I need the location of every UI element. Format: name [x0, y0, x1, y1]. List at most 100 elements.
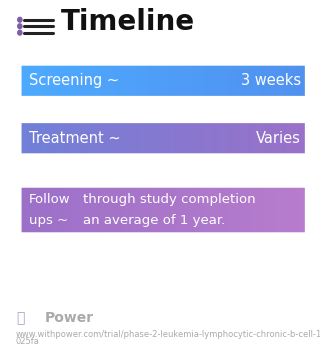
Bar: [61, 182, 63, 238]
Bar: [273, 60, 275, 102]
Bar: [22, 182, 24, 238]
Bar: [87, 182, 89, 238]
Bar: [159, 118, 161, 159]
Bar: [47, 118, 49, 159]
Bar: [234, 118, 236, 159]
Bar: [171, 60, 173, 102]
Bar: [18, 182, 20, 238]
Bar: [191, 60, 193, 102]
Bar: [126, 118, 128, 159]
Text: Ⓟ: Ⓟ: [16, 311, 24, 325]
Bar: [255, 182, 257, 238]
Bar: [198, 182, 201, 238]
Bar: [18, 118, 20, 159]
Bar: [140, 60, 142, 102]
Bar: [120, 182, 122, 238]
Bar: [169, 118, 171, 159]
Bar: [206, 182, 208, 238]
Bar: [59, 118, 61, 159]
Bar: [187, 60, 189, 102]
Bar: [273, 118, 275, 159]
Bar: [287, 118, 289, 159]
Bar: [299, 118, 300, 159]
Bar: [153, 182, 155, 238]
Bar: [236, 118, 238, 159]
Bar: [181, 118, 183, 159]
Bar: [37, 182, 40, 238]
Text: Treatment ~: Treatment ~: [29, 131, 120, 146]
Bar: [138, 182, 140, 238]
Bar: [255, 60, 257, 102]
Bar: [73, 60, 75, 102]
Bar: [222, 182, 224, 238]
Bar: [49, 182, 51, 238]
Bar: [216, 118, 218, 159]
Bar: [134, 60, 136, 102]
Bar: [77, 118, 79, 159]
Bar: [108, 60, 110, 102]
Bar: [218, 182, 220, 238]
Bar: [283, 182, 285, 238]
Bar: [149, 182, 151, 238]
Bar: [261, 118, 263, 159]
Bar: [214, 182, 216, 238]
Bar: [275, 182, 277, 238]
Bar: [226, 118, 228, 159]
Bar: [263, 118, 265, 159]
Bar: [45, 118, 47, 159]
Bar: [153, 60, 155, 102]
Bar: [171, 182, 173, 238]
Text: ups ~: ups ~: [29, 214, 68, 227]
Bar: [112, 118, 114, 159]
Bar: [118, 118, 120, 159]
Bar: [42, 118, 44, 159]
Bar: [234, 60, 236, 102]
Bar: [146, 118, 148, 159]
Bar: [250, 60, 252, 102]
Bar: [99, 118, 100, 159]
Text: Screening ~: Screening ~: [29, 73, 119, 88]
Bar: [122, 60, 124, 102]
Bar: [26, 118, 28, 159]
Bar: [91, 60, 92, 102]
Bar: [37, 118, 40, 159]
Bar: [212, 118, 214, 159]
Bar: [226, 60, 228, 102]
Bar: [142, 60, 144, 102]
Bar: [96, 60, 99, 102]
Bar: [128, 60, 130, 102]
Circle shape: [18, 24, 22, 29]
Bar: [28, 182, 30, 238]
Bar: [26, 182, 28, 238]
Bar: [165, 60, 167, 102]
Bar: [214, 118, 216, 159]
Bar: [67, 60, 69, 102]
Bar: [281, 182, 283, 238]
Bar: [273, 182, 275, 238]
Text: Follow: Follow: [29, 193, 70, 206]
Bar: [61, 60, 63, 102]
Bar: [230, 60, 232, 102]
Bar: [208, 182, 210, 238]
Bar: [302, 118, 305, 159]
Circle shape: [18, 30, 22, 35]
Bar: [260, 182, 261, 238]
Text: 025fa: 025fa: [16, 337, 40, 346]
Bar: [81, 60, 83, 102]
Bar: [30, 60, 32, 102]
Bar: [112, 60, 114, 102]
Bar: [36, 60, 37, 102]
Bar: [244, 118, 246, 159]
Bar: [285, 118, 287, 159]
Bar: [30, 118, 32, 159]
Bar: [222, 118, 224, 159]
Bar: [136, 182, 138, 238]
Bar: [195, 182, 196, 238]
Bar: [236, 182, 238, 238]
Bar: [53, 118, 55, 159]
Bar: [177, 182, 179, 238]
Bar: [165, 182, 167, 238]
Bar: [277, 118, 279, 159]
Bar: [173, 182, 175, 238]
Bar: [134, 118, 136, 159]
